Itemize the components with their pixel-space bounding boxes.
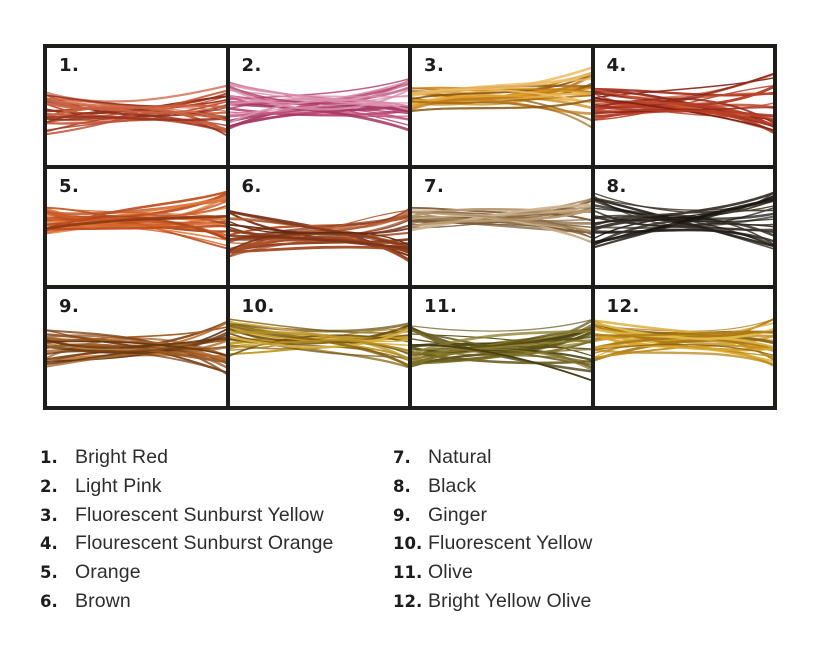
legend-column-right: 7. Natural 8. Black 9. Ginger 10. Fluore… [393,446,785,619]
swatch-number: 4. [606,55,627,76]
fiber-strands-image [412,48,591,165]
swatch-cell: 11. [412,289,591,406]
swatch-number: 6. [241,175,262,197]
legend-item: 4. Flourescent Sunburst Orange [40,532,393,561]
fiber-strands-image [412,169,591,286]
fiber-strands-image [47,169,226,286]
legend-item: 1. Bright Red [40,446,393,475]
swatch-cell: 8. [594,168,773,286]
fiber-strands-image [229,48,408,165]
swatch-cell: 12. [594,289,773,406]
legend-item-number: 10. [393,534,423,554]
swatch-cell: 3. [412,48,591,165]
legend: 1. Bright Red 2. Light Pink 3. Fluoresce… [40,446,785,619]
swatch-number: 7. [424,175,445,197]
legend-item: 12. Bright Yellow Olive [393,590,785,619]
legend-item: 6. Brown [40,590,393,619]
swatch-cell: 7. [412,168,591,286]
legend-item: 11. Olive [393,561,785,590]
fiber-strands-image [229,169,408,286]
legend-item: 8. Black [393,475,785,504]
swatch-cell: 1. [47,48,226,165]
legend-item-label: Bright Yellow Olive [428,589,592,612]
legend-item-label: Olive [428,561,473,584]
legend-item-label: Ginger [428,503,488,526]
legend-item-number: 11. [393,563,423,583]
legend-item-number: 2. [40,476,58,496]
legend-item-label: Flourescent Sunburst Orange [75,532,334,555]
legend-item-label: Fluorescent Yellow [428,532,593,555]
swatch-cell: 6. [229,168,408,286]
legend-item-label: Bright Red [75,446,169,468]
swatch-number: 12. [606,296,640,318]
legend-item-number: 1. [40,448,58,467]
legend-item-number: 6. [40,591,58,611]
legend-item-number: 12. [393,591,423,611]
fiber-strands-image [47,289,226,406]
swatch-cell: 4. [594,48,773,165]
swatch-number: 10. [241,296,275,318]
legend-column-left: 1. Bright Red 2. Light Pink 3. Fluoresce… [40,446,393,619]
swatch-number: 1. [59,55,80,76]
fiber-strands-image [594,169,773,286]
legend-item: 5. Orange [40,561,393,590]
legend-item: 3. Fluorescent Sunburst Yellow [40,504,393,533]
legend-item-number: 8. [393,476,411,496]
legend-item-number: 7. [393,448,411,467]
swatch-number: 5. [59,175,80,197]
swatch-number: 9. [59,296,80,318]
legend-item-label: Orange [75,561,141,584]
swatch-cell: 2. [229,48,408,165]
legend-item: 9. Ginger [393,504,785,533]
legend-item: 2. Light Pink [40,475,393,504]
legend-item-number: 9. [393,505,411,525]
legend-item: 10. Fluorescent Yellow [393,532,785,561]
legend-item-label: Black [428,474,477,497]
swatch-number: 8. [606,175,627,197]
legend-item-number: 3. [40,505,58,525]
swatch-number: 2. [241,55,262,76]
swatch-number: 3. [424,55,445,76]
legend-item-label: Natural [428,446,492,468]
fiber-strands-image [412,289,591,406]
legend-item-label: Brown [75,589,131,612]
swatch-cell: 9. [47,289,226,406]
swatch-number: 11. [424,296,458,318]
fiber-strands-image [594,48,773,165]
legend-item-number: 4. [40,534,58,554]
fiber-strands-image [594,289,773,406]
fiber-strands-image [47,48,226,165]
legend-item-number: 5. [40,563,58,583]
legend-item-label: Fluorescent Sunburst Yellow [75,503,324,526]
swatch-grid: 1. 2. 3. 4. 5. 6. 7. 8. 9. 10. 11. [43,44,777,410]
swatch-cell: 10. [229,289,408,406]
fiber-strands-image [229,289,408,406]
swatch-cell: 5. [47,168,226,286]
legend-item: 7. Natural [393,446,785,475]
legend-item-label: Light Pink [75,474,162,497]
